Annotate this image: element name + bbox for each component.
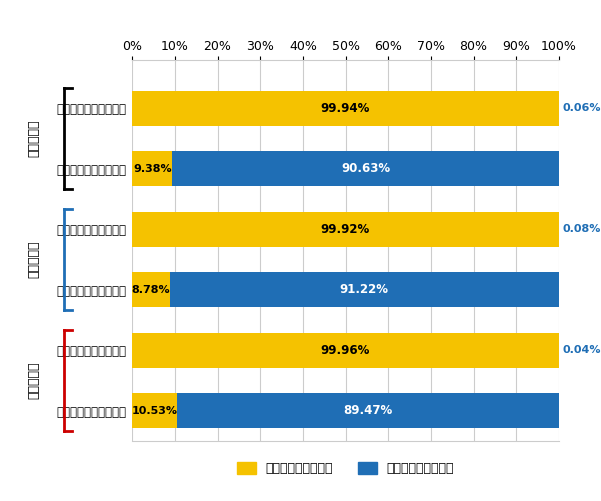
Bar (132, 272, 169, 307)
Text: 99.94%: 99.94% (321, 102, 370, 115)
Legend: 大麻の生涯経験なし, 大麻の生涯経験あり: 大麻の生涯経験なし, 大麻の生涯経験あり (232, 457, 459, 480)
Bar (132, 151, 172, 186)
Text: 10.53%: 10.53% (132, 406, 178, 416)
Text: 89.47%: 89.47% (343, 404, 392, 417)
Text: 女子中学生: 女子中学生 (28, 362, 41, 399)
Text: 0.08%: 0.08% (563, 224, 601, 234)
Text: 99.92%: 99.92% (321, 223, 370, 236)
Bar (132, 393, 177, 428)
Text: 8.78%: 8.78% (132, 285, 170, 295)
Text: 91.22%: 91.22% (340, 283, 389, 296)
Bar (132, 333, 559, 368)
Bar (177, 393, 559, 428)
Bar (172, 151, 559, 186)
Bar (169, 272, 559, 307)
Text: 男子中学生: 男子中学生 (28, 241, 41, 279)
Bar (132, 91, 559, 126)
Text: 9.38%: 9.38% (133, 164, 171, 174)
Bar (132, 212, 558, 247)
Text: 0.04%: 0.04% (563, 345, 601, 355)
Text: 0.06%: 0.06% (563, 104, 601, 113)
Text: 90.63%: 90.63% (341, 162, 390, 175)
Text: 99.96%: 99.96% (321, 344, 370, 357)
Text: 中学生全体: 中学生全体 (28, 120, 41, 157)
